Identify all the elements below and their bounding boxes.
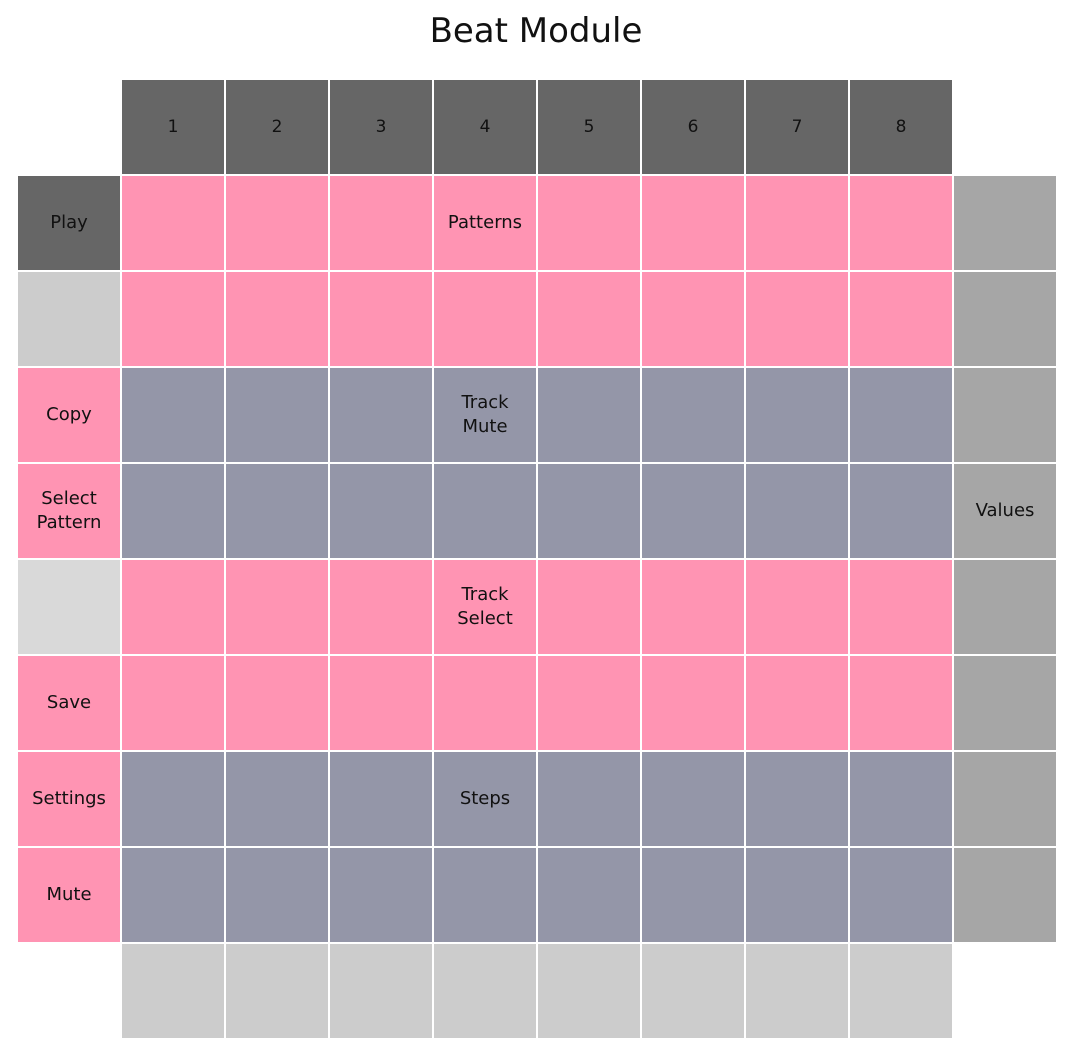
value-button-3[interactable] (954, 368, 1056, 462)
pad-r2-c3[interactable] (330, 272, 432, 366)
pad-r4-c3[interactable] (330, 464, 432, 558)
pad-r4-c6[interactable] (642, 464, 744, 558)
pad-r1-c5[interactable] (538, 176, 640, 270)
value-button-6[interactable] (954, 656, 1056, 750)
pad-r8-c6[interactable] (642, 848, 744, 942)
bottom-button-7[interactable] (746, 944, 848, 1038)
value-button-5[interactable] (954, 560, 1056, 654)
pad-r5-c1[interactable] (122, 560, 224, 654)
bottom-button-6[interactable] (642, 944, 744, 1038)
column-header-6[interactable] (642, 80, 744, 174)
left-button-select-pattern[interactable] (18, 464, 120, 558)
pad-r3-c2[interactable] (226, 368, 328, 462)
pad-r6-c6[interactable] (642, 656, 744, 750)
pad-r7-c1[interactable] (122, 752, 224, 846)
left-button-copy[interactable] (18, 368, 120, 462)
pad-r1-c3[interactable] (330, 176, 432, 270)
pad-r4-c4[interactable] (434, 464, 536, 558)
bottom-button-3[interactable] (330, 944, 432, 1038)
pad-r8-c4[interactable] (434, 848, 536, 942)
pad-r6-c3[interactable] (330, 656, 432, 750)
pad-r4-c5[interactable] (538, 464, 640, 558)
pad-r7-c3[interactable] (330, 752, 432, 846)
pad-r6-c1[interactable] (122, 656, 224, 750)
pad-r6-c7[interactable] (746, 656, 848, 750)
bottom-button-8[interactable] (850, 944, 952, 1038)
column-header-7[interactable] (746, 80, 848, 174)
pad-r8-c8[interactable] (850, 848, 952, 942)
value-button-8[interactable] (954, 848, 1056, 942)
left-button-blank-2[interactable] (18, 272, 120, 366)
pad-r7-c7[interactable] (746, 752, 848, 846)
pad-r4-c2[interactable] (226, 464, 328, 558)
pad-r4-c8[interactable] (850, 464, 952, 558)
column-header-3[interactable] (330, 80, 432, 174)
pad-r5-c2[interactable] (226, 560, 328, 654)
pad-r1-c8[interactable] (850, 176, 952, 270)
pad-r3-c4[interactable] (434, 368, 536, 462)
pad-r6-c4[interactable] (434, 656, 536, 750)
pad-r4-c7[interactable] (746, 464, 848, 558)
pad-r7-c4[interactable] (434, 752, 536, 846)
left-button-play[interactable] (18, 176, 120, 270)
pad-r4-c1[interactable] (122, 464, 224, 558)
left-button-blank-5[interactable] (18, 560, 120, 654)
pad-r2-c4[interactable] (434, 272, 536, 366)
pad-r2-c2[interactable] (226, 272, 328, 366)
pad-r5-c6[interactable] (642, 560, 744, 654)
pad-r3-c1[interactable] (122, 368, 224, 462)
pad-r1-c4[interactable] (434, 176, 536, 270)
bottom-button-2[interactable] (226, 944, 328, 1038)
pad-r5-c7[interactable] (746, 560, 848, 654)
pad-r3-c7[interactable] (746, 368, 848, 462)
pad-r7-c5[interactable] (538, 752, 640, 846)
column-header-2[interactable] (226, 80, 328, 174)
pad-r2-c8[interactable] (850, 272, 952, 366)
column-header-4[interactable] (434, 80, 536, 174)
pad-r7-c2[interactable] (226, 752, 328, 846)
bottom-button-4[interactable] (434, 944, 536, 1038)
pad-r2-c1[interactable] (122, 272, 224, 366)
pad-r3-c3[interactable] (330, 368, 432, 462)
column-header-5[interactable] (538, 80, 640, 174)
pad-r1-c6[interactable] (642, 176, 744, 270)
value-button-1[interactable] (954, 176, 1056, 270)
pad-r6-c8[interactable] (850, 656, 952, 750)
bottom-button-5[interactable] (538, 944, 640, 1038)
pad-r5-c5[interactable] (538, 560, 640, 654)
pad-r3-c5[interactable] (538, 368, 640, 462)
pad-r1-c1[interactable] (122, 176, 224, 270)
value-button-2[interactable] (954, 272, 1056, 366)
pad-r6-c2[interactable] (226, 656, 328, 750)
pad-r7-c8[interactable] (850, 752, 952, 846)
pad-r8-c2[interactable] (226, 848, 328, 942)
value-button-7[interactable] (954, 752, 1056, 846)
left-button-save[interactable] (18, 656, 120, 750)
value-button-4[interactable] (954, 464, 1056, 558)
left-button-mute[interactable] (18, 848, 120, 942)
pad-r3-c6[interactable] (642, 368, 744, 462)
left-button-settings[interactable] (18, 752, 120, 846)
pad-r5-c4[interactable] (434, 560, 536, 654)
pad-r1-c7[interactable] (746, 176, 848, 270)
pad-r8-c7[interactable] (746, 848, 848, 942)
pad-r8-c5[interactable] (538, 848, 640, 942)
pad-r1-c2[interactable] (226, 176, 328, 270)
pad-r5-c8[interactable] (850, 560, 952, 654)
page-title: Beat Module (429, 11, 643, 51)
pad-r2-c6[interactable] (642, 272, 744, 366)
pad-r8-c3[interactable] (330, 848, 432, 942)
pad-r8-c1[interactable] (122, 848, 224, 942)
pad-r2-c7[interactable] (746, 272, 848, 366)
pad-r7-c6[interactable] (642, 752, 744, 846)
pad-r2-c5[interactable] (538, 272, 640, 366)
column-header-1[interactable] (122, 80, 224, 174)
pad-r3-c8[interactable] (850, 368, 952, 462)
column-header-8[interactable] (850, 80, 952, 174)
pad-r6-c5[interactable] (538, 656, 640, 750)
bottom-button-1[interactable] (122, 944, 224, 1038)
pad-r5-c3[interactable] (330, 560, 432, 654)
